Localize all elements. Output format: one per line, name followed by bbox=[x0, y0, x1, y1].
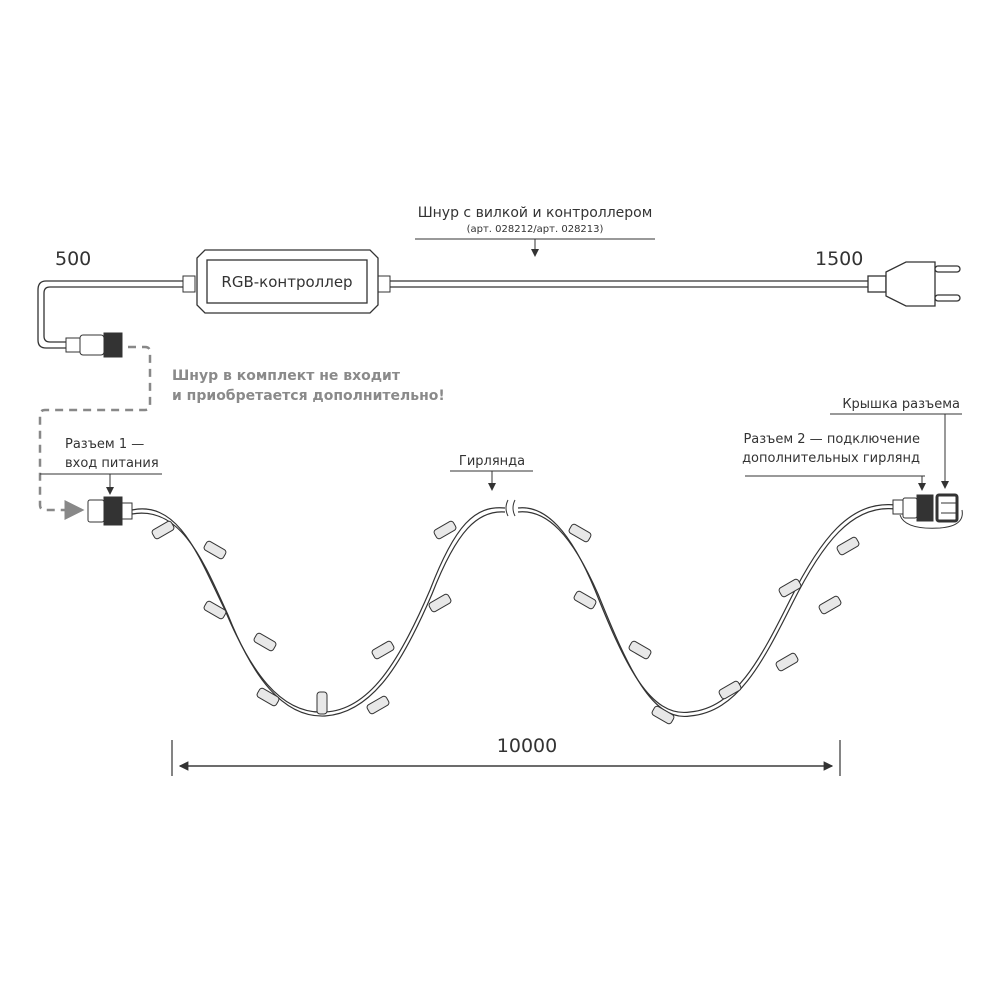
left-cord bbox=[37, 280, 185, 349]
led-bulb bbox=[371, 640, 395, 660]
cord-title: Шнур с вилкой и контроллером bbox=[418, 205, 653, 221]
led-bulb bbox=[256, 687, 280, 707]
plug-connector-icon bbox=[65, 332, 123, 358]
garland-label: Гирлянда bbox=[459, 454, 525, 469]
led-bulb bbox=[433, 520, 457, 540]
connector2-line1: Разъем 2 — подключение bbox=[743, 432, 920, 447]
input-connector-icon bbox=[87, 496, 133, 526]
led-bulb bbox=[203, 600, 227, 620]
controller-label: RGB-контроллер bbox=[221, 273, 352, 291]
output-connector-icon bbox=[892, 494, 963, 529]
rgb-controller: RGB-контроллер bbox=[182, 249, 391, 314]
led-bulb bbox=[836, 536, 860, 556]
connector2-line2: дополнительных гирлянд bbox=[742, 451, 920, 466]
led-bulb bbox=[775, 652, 799, 672]
led-bulb bbox=[203, 540, 227, 560]
dashed-connection-line bbox=[38, 345, 152, 520]
led-bulb bbox=[428, 593, 452, 613]
led-bulb bbox=[253, 632, 277, 652]
garland-length: 10000 bbox=[497, 735, 557, 757]
power-plug-icon bbox=[867, 261, 961, 307]
cord-article: (арт. 028212/арт. 028213) bbox=[467, 224, 604, 235]
right-cord bbox=[390, 280, 870, 288]
cap-label: Крышка разъема bbox=[842, 397, 960, 412]
led-bulb bbox=[151, 520, 175, 540]
led-bulb bbox=[568, 523, 592, 543]
connector1-line2: вход питания bbox=[65, 456, 159, 471]
note-line2: и приобретается дополнительно! bbox=[172, 388, 445, 404]
led-bulbs bbox=[151, 520, 860, 725]
led-bulb bbox=[778, 578, 802, 598]
note-line1: Шнур в комплект не входит bbox=[172, 368, 401, 384]
right-length: 1500 bbox=[815, 248, 863, 270]
wire-break-icon bbox=[505, 499, 516, 517]
led-bulb bbox=[366, 695, 390, 715]
connector1-line1: Разъем 1 — bbox=[65, 437, 144, 452]
led-bulb bbox=[628, 640, 652, 660]
led-bulb bbox=[651, 705, 675, 725]
led-bulb bbox=[718, 680, 742, 700]
led-bulb bbox=[316, 691, 328, 715]
left-length: 500 bbox=[55, 248, 91, 270]
connector-cap-icon bbox=[935, 493, 959, 523]
led-bulb bbox=[573, 590, 597, 610]
garland-wire bbox=[131, 504, 896, 717]
led-bulb bbox=[818, 595, 842, 615]
length-dimension bbox=[171, 740, 841, 776]
